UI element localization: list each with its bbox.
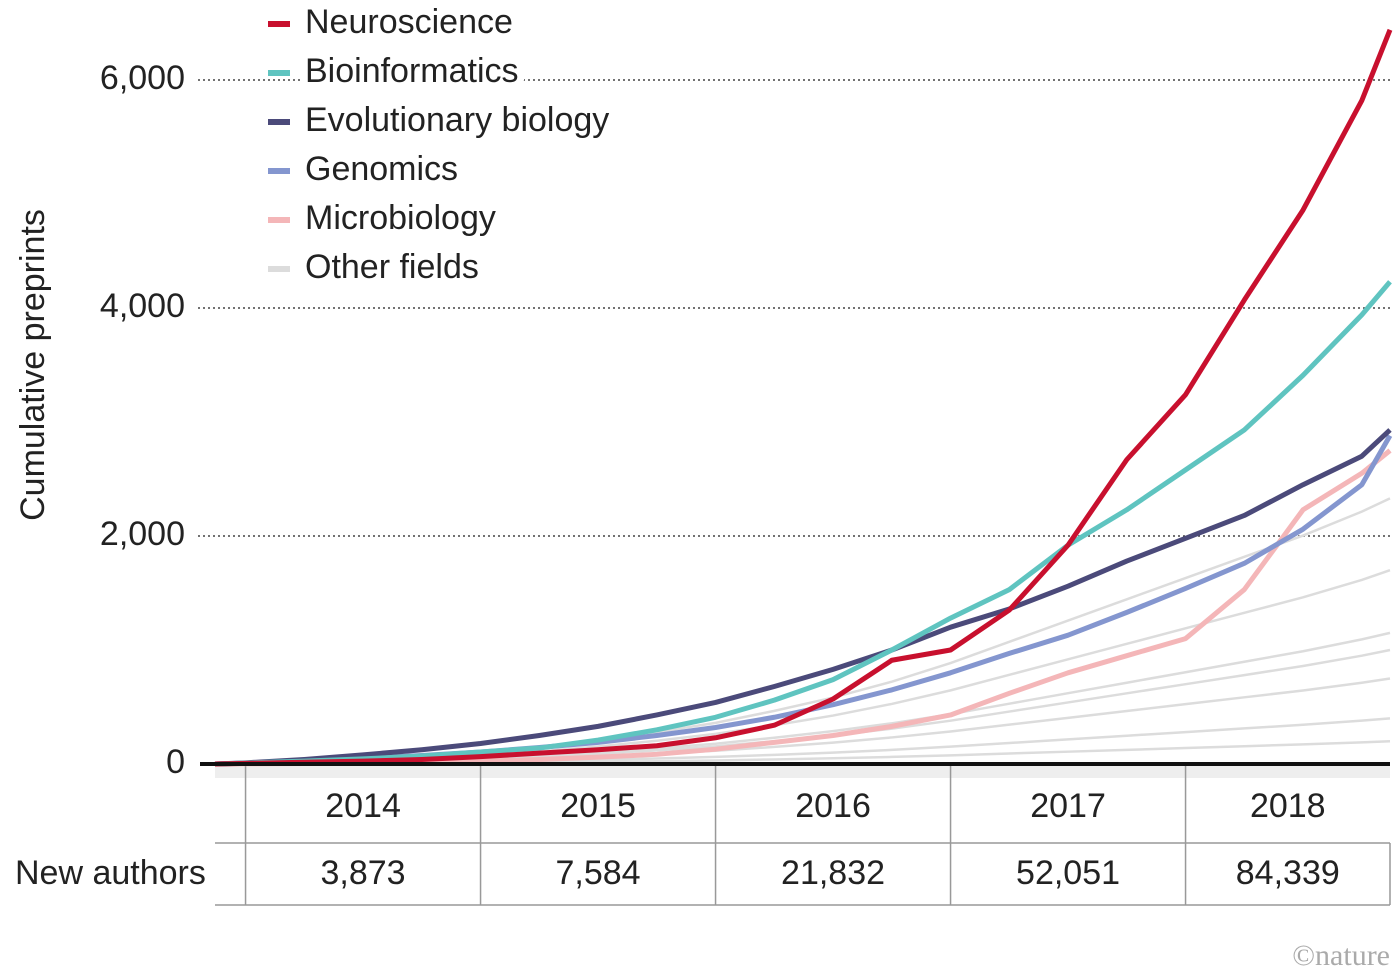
x-tick-label: 2015 [560, 787, 636, 825]
y-axis-label: Cumulative preprints [14, 209, 52, 521]
y-tick-label: 0 [166, 743, 185, 781]
table-row-label: New authors [15, 854, 206, 892]
x-tick-label: 2017 [1030, 787, 1106, 825]
series-line [214, 448, 1392, 767]
table-cell: 84,339 [1236, 854, 1340, 892]
series-line [214, 428, 1392, 767]
legend-label: Genomics [305, 150, 458, 188]
other-field-line [214, 497, 1391, 766]
table-cell: 21,832 [781, 854, 885, 892]
y-tick-label: 2,000 [100, 515, 185, 553]
series-line [214, 280, 1392, 767]
legend-label: Other fields [305, 248, 479, 286]
table-cell: 52,051 [1016, 854, 1120, 892]
x-tick-label: 2016 [795, 787, 871, 825]
legend-label: Neuroscience [305, 3, 513, 41]
series-line [214, 28, 1393, 767]
table-cell: 7,584 [556, 854, 641, 892]
x-tick-label: 2018 [1250, 787, 1326, 825]
y-tick-label: 6,000 [100, 59, 185, 97]
legend-label: Evolutionary biology [305, 101, 609, 139]
legend-label: Microbiology [305, 199, 496, 237]
x-tick-label: 2014 [325, 787, 401, 825]
table-cell: 3,873 [321, 854, 406, 892]
axis-band [215, 766, 1390, 778]
credit: ©nature [1292, 939, 1390, 972]
legend-label: Bioinformatics [305, 52, 519, 90]
y-tick-label: 4,000 [100, 287, 185, 325]
